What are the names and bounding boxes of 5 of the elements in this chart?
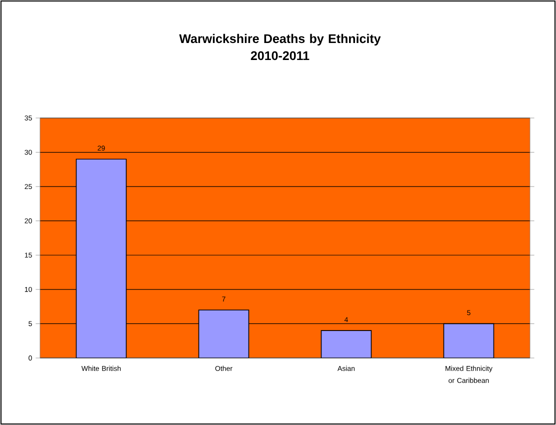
bar [320,330,372,358]
bar [76,158,127,358]
bar [443,323,494,358]
bar [198,310,250,358]
chart-title: Warwickshire Deaths by Ethnicity 2010-2011 [179,34,381,60]
